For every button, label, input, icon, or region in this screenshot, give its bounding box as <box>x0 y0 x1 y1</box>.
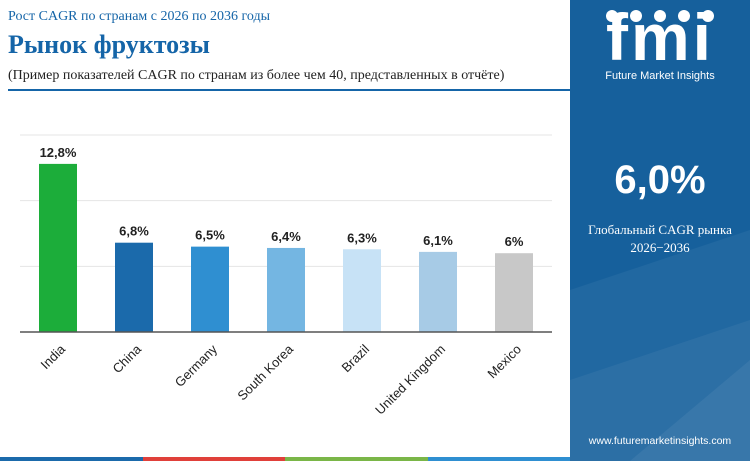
data-label: 6,5% <box>195 228 225 243</box>
header-divider <box>8 89 570 91</box>
footer-color-segment <box>0 457 143 461</box>
bar-brazil <box>343 249 381 332</box>
data-label: 6,1% <box>423 233 453 248</box>
chart-title: Рынок фруктозы <box>8 30 210 59</box>
footer-color-segment <box>285 457 428 461</box>
category-label: Germany <box>172 341 221 390</box>
logo-subtitle: Future Market Insights <box>605 70 715 82</box>
globe-icons <box>606 10 714 22</box>
category-label: South Korea <box>234 341 296 403</box>
bar-china <box>115 242 153 332</box>
chart-panel: Рост CAGR по странам с 2026 по 2036 годы… <box>0 9 570 461</box>
data-label: 6,3% <box>347 230 377 245</box>
data-label: 6% <box>505 234 524 249</box>
category-label: United Kingdom <box>372 342 448 418</box>
chart-subtitle: Рост CAGR по странам с 2026 по 2036 годы <box>8 9 271 24</box>
footer-color-bar <box>0 457 570 461</box>
bar-united-kingdom <box>419 251 457 332</box>
chart-note: (Пример показателей CAGR по странам из б… <box>8 68 505 83</box>
bar-mexico <box>495 253 533 332</box>
bar-chart: 12,8% India 6,8% China 6,5% Germany 6,4% South … <box>20 134 552 418</box>
data-label: 6,8% <box>119 224 149 239</box>
data-label: 6,4% <box>271 229 301 244</box>
background-pattern <box>570 230 750 461</box>
category-label: India <box>38 341 69 372</box>
global-cagr-label: Глобальный CAGR рынка 2026−2036 <box>570 221 750 257</box>
footer-color-segment <box>142 457 285 461</box>
footer-color-segment <box>427 457 570 461</box>
sidebar-panel: fmi Future Market Insights 6,0% Глобальн… <box>570 0 750 461</box>
website-url: www.futuremarketinsights.com <box>588 435 732 447</box>
fmi-logo: fmi <box>606 0 714 74</box>
bar-germany <box>191 246 229 332</box>
global-cagr-value: 6,0% <box>614 158 706 202</box>
category-label: Brazil <box>339 341 373 375</box>
data-label: 12,8% <box>40 145 77 160</box>
global-cagr-label-line1: Глобальный CAGR рынка <box>588 222 732 237</box>
category-label: China <box>109 341 144 376</box>
bar-india <box>39 163 77 332</box>
category-label: Mexico <box>484 342 524 382</box>
global-cagr-label-line2: 2026−2036 <box>630 240 690 255</box>
bar-south-korea <box>267 247 305 332</box>
